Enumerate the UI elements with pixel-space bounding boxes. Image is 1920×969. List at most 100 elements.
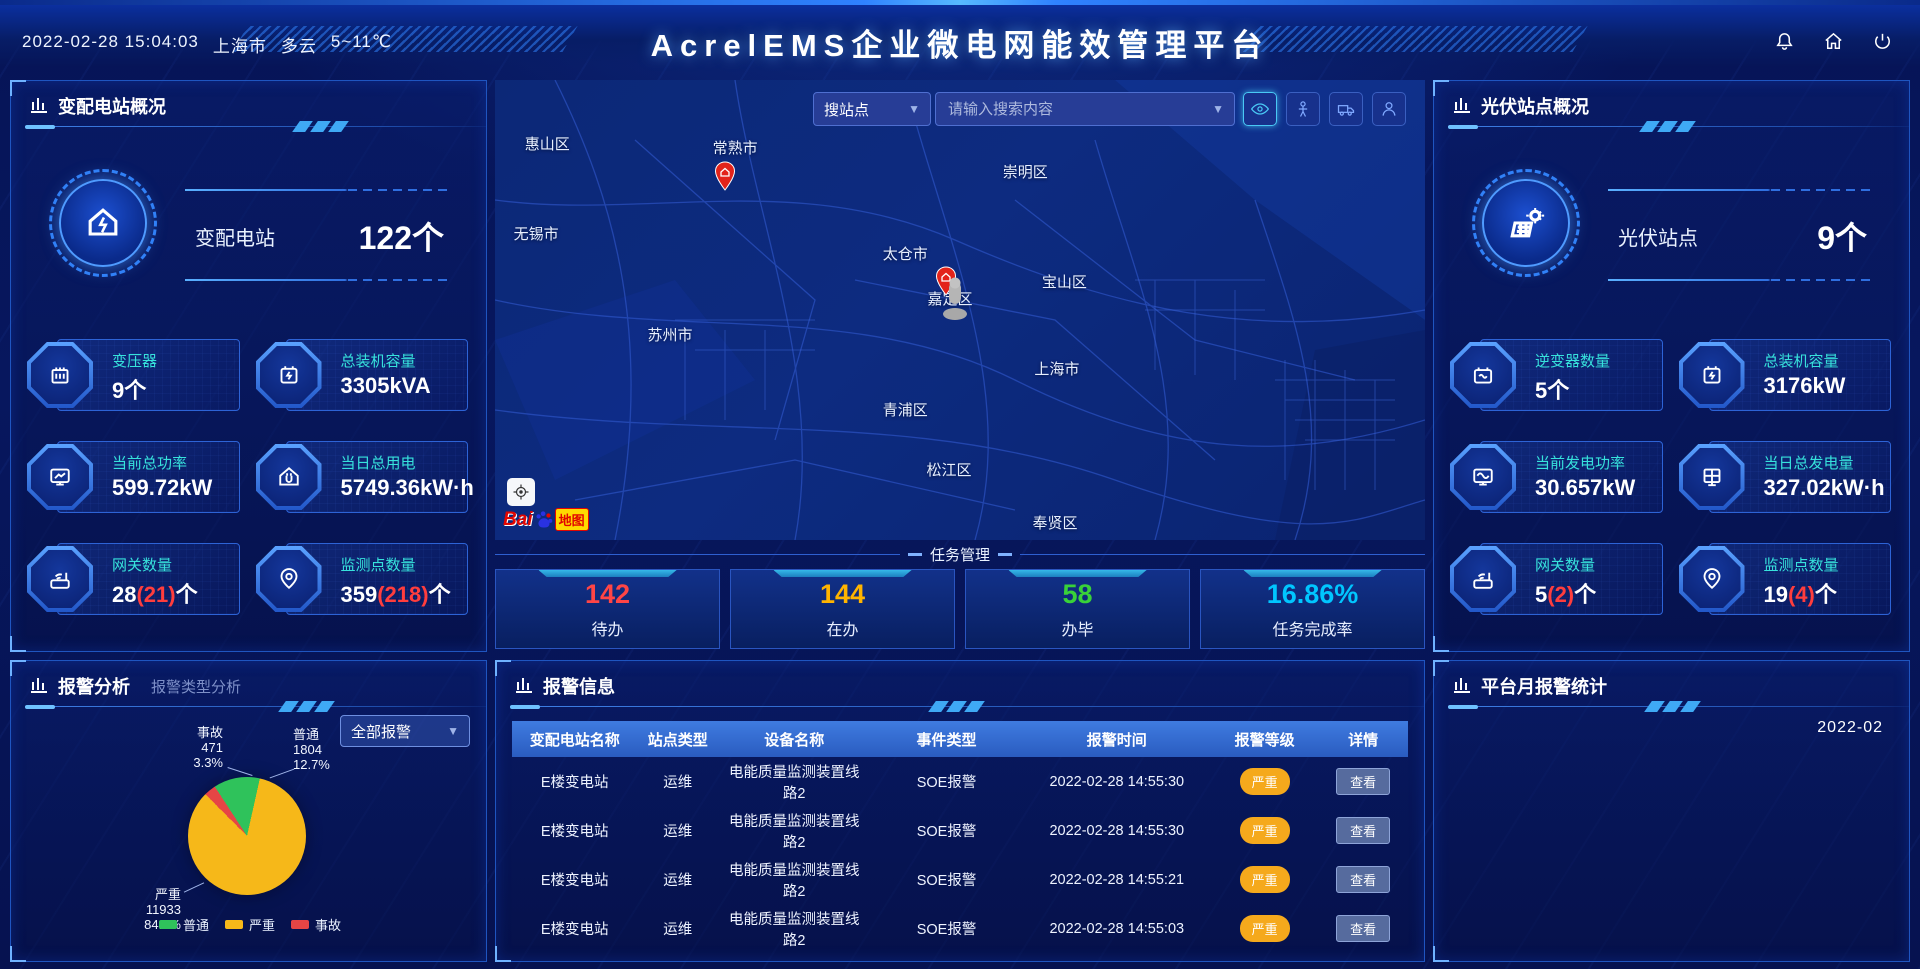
tile-label: 变压器 — [112, 353, 158, 370]
cell-device: 电能质量监测装置线路2 — [728, 813, 860, 851]
cell-detail: 查看 — [1318, 864, 1408, 895]
alarm-filter-value: 全部报警 — [351, 723, 412, 741]
person-tool-button[interactable] — [1372, 92, 1406, 126]
tile-body: 监测点数量 19(4)个 — [1708, 543, 1891, 615]
power-icon[interactable] — [1871, 30, 1894, 53]
cell-level: 严重 — [1211, 766, 1319, 797]
stat-tile-energy: 当日总用电 5749.36kW·h — [255, 439, 474, 515]
tile-label: 当日总用电 — [340, 455, 416, 472]
cell-level: 严重 — [1211, 815, 1319, 846]
title-underline-accent — [25, 705, 55, 709]
view-button[interactable]: 查看 — [1336, 866, 1391, 893]
cell-level: 严重 — [1211, 864, 1319, 895]
title-underline-accent — [510, 705, 540, 709]
task-card-todo[interactable]: 142 待办 — [495, 569, 720, 649]
router-icon — [27, 546, 93, 612]
title-slashes — [928, 701, 986, 712]
cell-device: 电能质量监测装置线路2 — [728, 764, 860, 802]
location-pin-icon — [1678, 546, 1745, 612]
col-station: 变配电站名称 — [529, 731, 620, 749]
substation-panel-title-row: 变配电站概况 — [29, 93, 166, 119]
battery-bolt-icon — [1678, 342, 1745, 408]
monthly-alarm-header: 平台月报警统计 — [1434, 661, 1909, 712]
corner-decor — [1433, 80, 1449, 96]
corner-decor — [10, 946, 26, 962]
tile-label: 总装机容量 — [1763, 353, 1839, 370]
task-header: 任务管理 — [495, 543, 1426, 565]
cell-device: 电能质量监测装置线路2 — [728, 862, 860, 900]
home-icon[interactable] — [1822, 30, 1845, 53]
alarm-table-header-row: 变配电站名称 站点类型 设备名称 事件类型 报警时间 报警等级 详情 — [512, 721, 1408, 757]
map-roads — [495, 80, 1425, 540]
tile-value: 9个 — [112, 378, 147, 403]
title-underline — [25, 706, 486, 707]
search-input[interactable] — [946, 99, 1196, 119]
bell-icon[interactable] — [1773, 30, 1796, 53]
map-city-label: 惠山区 — [524, 135, 570, 153]
pegman-tool-icon — [1298, 101, 1308, 117]
search-type-value: 搜站点 — [824, 101, 870, 119]
baidu-map-logo[interactable]: Bai 地图 — [503, 508, 589, 531]
page-title: AcrelEMS企业微电网能效管理平台 — [650, 28, 1270, 63]
inverter-icon — [1450, 342, 1516, 408]
table-row: E楼变电站 运维 电能质量监测装置线路2 SOE报警 2022-02-28 14… — [512, 806, 1408, 855]
alarm-filter-dropdown[interactable]: 全部报警 ▼ — [340, 715, 470, 747]
view-button[interactable]: 查看 — [1336, 768, 1391, 795]
alarm-info-title-row: 报警信息 — [514, 673, 615, 699]
level-badge: 严重 — [1239, 866, 1290, 893]
pie-callout-accident: 事故 471 3.3% — [193, 725, 223, 770]
cell-time: 2022-02-28 14:55:30 — [1049, 773, 1185, 790]
cell-time: 2022-02-28 14:55:30 — [1049, 822, 1185, 839]
cell-site-type: 运维 — [663, 775, 693, 791]
ring-decor — [1472, 169, 1580, 277]
stat-tile-pv-capacity: 总装机容量 3176kW — [1678, 337, 1894, 413]
tile-value: 327.02kW·h — [1763, 475, 1885, 500]
tile-body: 当前总功率 599.72kW — [57, 441, 240, 513]
map-locate-button[interactable] — [507, 478, 535, 506]
alarm-info-header: 报警信息 — [496, 661, 1424, 712]
tile-value: 30.657kW — [1535, 475, 1636, 500]
col-event: 事件类型 — [916, 731, 977, 749]
header-weather: 多云 — [280, 37, 317, 56]
table-row: E楼变电站 运维 电能质量监测装置线路2 SOE报警 2022-02-28 14… — [512, 855, 1408, 904]
tile-body: 总装机容量 3305kVA — [285, 339, 468, 411]
legend-item-normal[interactable]: 普通 — [159, 915, 209, 934]
map[interactable]: 惠山区 常熟市 崇明区 无锡市 太仓市 宝山区 嘉定区 苏州市 上海市 青浦区 … — [495, 80, 1425, 540]
legend-item-severe[interactable]: 严重 — [225, 915, 275, 934]
view-button[interactable]: 查看 — [1336, 915, 1391, 942]
decor-line — [185, 279, 452, 281]
cell-detail: 查看 — [1318, 766, 1408, 797]
title-slashes — [292, 121, 349, 132]
task-card-done[interactable]: 58 办毕 — [965, 569, 1190, 649]
map-station-pin[interactable] — [714, 160, 736, 191]
task-card-completion-rate[interactable]: 16.86% 任务完成率 — [1200, 569, 1425, 649]
table-row: E楼变电站 运维 电能质量监测装置线路2 SOE报警 2022-02-28 14… — [512, 757, 1408, 806]
pv-panel-header: 光伏站点概况 — [1434, 81, 1909, 132]
legend-item-accident[interactable]: 事故 — [291, 915, 341, 934]
legend-swatch — [159, 920, 177, 929]
title-slashes — [1639, 121, 1696, 132]
task-card-inprogress[interactable]: 144 在办 — [730, 569, 955, 649]
pegman-icon[interactable] — [938, 276, 972, 320]
search-type-select[interactable]: 搜站点 ▼ — [813, 92, 931, 126]
visibility-tool-button[interactable] — [1243, 92, 1277, 126]
decor-line — [1020, 553, 1426, 555]
tile-value: 5(2)个 — [1535, 582, 1597, 607]
task-value: 58 — [1062, 578, 1093, 609]
streetview-tool-button[interactable] — [1286, 92, 1320, 126]
card-top-bar — [1008, 570, 1147, 577]
view-button[interactable]: 查看 — [1336, 817, 1391, 844]
tile-value: 599.72kW — [112, 475, 213, 500]
decor-dash — [908, 552, 922, 556]
tile-body: 当前发电功率 30.657kW — [1480, 441, 1663, 513]
truck-tool-button[interactable] — [1329, 92, 1363, 126]
alarm-analysis-title: 报警分析 — [58, 677, 130, 697]
stat-tile-pv-gateways: 网关数量 5(2)个 — [1450, 541, 1665, 617]
map-city-label: 宝山区 — [1041, 274, 1087, 292]
corner-decor — [495, 660, 511, 676]
alarm-pie-chart — [188, 777, 306, 895]
cell-site-type: 运维 — [663, 873, 693, 889]
decor-dash — [998, 552, 1013, 556]
corner-decor — [10, 660, 26, 676]
